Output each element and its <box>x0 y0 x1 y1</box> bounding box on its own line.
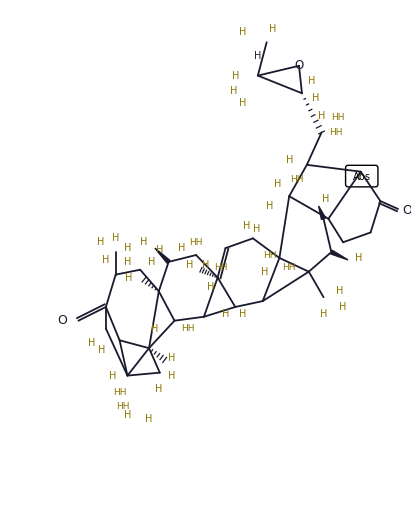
Text: H: H <box>109 370 116 381</box>
Text: HH: HH <box>189 238 203 247</box>
Text: H: H <box>168 353 175 363</box>
Text: H: H <box>243 221 251 230</box>
Text: HH: HH <box>116 403 129 411</box>
Text: H: H <box>266 201 273 211</box>
Text: H: H <box>185 260 193 270</box>
Text: H: H <box>124 243 131 253</box>
Text: O: O <box>57 314 67 327</box>
Text: H: H <box>337 286 344 296</box>
Polygon shape <box>330 250 348 260</box>
Text: H: H <box>125 272 132 283</box>
Text: H: H <box>202 260 210 270</box>
Text: H: H <box>112 234 119 243</box>
Text: H: H <box>156 245 164 255</box>
Text: H: H <box>355 253 362 263</box>
Text: H: H <box>88 338 96 348</box>
Text: O: O <box>402 204 411 217</box>
Text: H: H <box>145 414 153 424</box>
Text: H: H <box>98 345 106 355</box>
Text: H: H <box>222 309 229 319</box>
Text: HH: HH <box>113 388 126 397</box>
Text: H: H <box>322 194 329 204</box>
Text: H: H <box>178 243 185 253</box>
Text: H: H <box>240 98 247 108</box>
Text: HH: HH <box>214 263 227 272</box>
Text: HH: HH <box>330 128 343 137</box>
Text: HH: HH <box>263 250 276 260</box>
Text: H: H <box>148 257 156 267</box>
Text: H: H <box>240 309 247 319</box>
Polygon shape <box>155 248 170 263</box>
Text: H: H <box>312 93 319 103</box>
Text: H: H <box>97 237 105 247</box>
Text: H: H <box>168 370 175 381</box>
Text: Abs: Abs <box>353 172 371 181</box>
Text: H: H <box>269 24 276 34</box>
Text: H: H <box>318 111 325 121</box>
Text: H: H <box>274 179 281 190</box>
Text: H: H <box>124 410 131 420</box>
Text: H: H <box>254 51 261 61</box>
FancyBboxPatch shape <box>346 165 378 187</box>
Text: H: H <box>151 323 159 334</box>
Text: HH: HH <box>282 263 296 272</box>
Text: H: H <box>124 257 131 267</box>
Polygon shape <box>319 206 326 220</box>
Text: HH: HH <box>290 175 304 184</box>
Text: H: H <box>339 302 347 312</box>
Text: H: H <box>286 155 294 165</box>
Text: HH: HH <box>182 324 195 333</box>
Text: H: H <box>308 77 315 86</box>
Text: H: H <box>320 309 327 319</box>
Text: H: H <box>240 28 247 37</box>
Text: H: H <box>102 255 110 265</box>
Text: H: H <box>253 223 261 234</box>
Text: H: H <box>207 283 215 292</box>
Text: H: H <box>155 384 162 394</box>
Text: H: H <box>231 71 239 81</box>
Text: H: H <box>140 237 147 247</box>
Text: H: H <box>261 267 268 276</box>
Text: HH: HH <box>331 113 345 122</box>
Text: H: H <box>230 86 237 96</box>
Text: O: O <box>294 59 304 72</box>
